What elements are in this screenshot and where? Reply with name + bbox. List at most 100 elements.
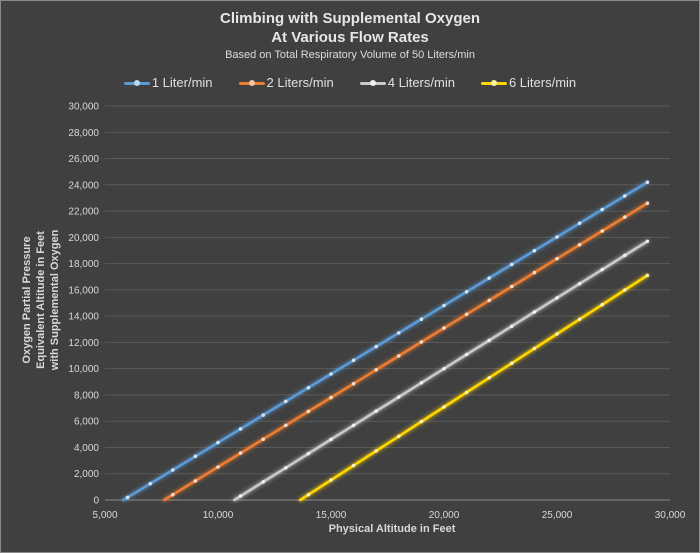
y-tick-label: 6,000 — [74, 417, 99, 428]
series-3 — [233, 239, 650, 502]
y-tick-label: 12,000 — [68, 338, 99, 349]
data-point — [510, 324, 514, 329]
legend-swatch — [480, 78, 507, 88]
y-tick-label: 20,000 — [68, 233, 99, 244]
data-point — [329, 478, 333, 482]
y-tick-label: 22,000 — [68, 207, 99, 218]
legend-item-1lpm: 1 Liter/min — [123, 75, 213, 90]
data-point — [577, 317, 582, 322]
data-point — [487, 298, 492, 303]
series-2 — [162, 201, 650, 502]
data-point — [374, 344, 379, 349]
data-point — [397, 354, 401, 358]
data-point — [148, 481, 152, 486]
y-tick-label: 10,000 — [68, 364, 99, 375]
series-4 — [298, 273, 650, 502]
x-axis-label: Physical Altitude in Feet — [329, 523, 456, 535]
data-point — [306, 385, 311, 390]
data-point — [261, 480, 266, 484]
data-point — [193, 454, 198, 459]
data-point — [645, 201, 650, 205]
y-tick-label: 2,000 — [74, 469, 99, 480]
data-point — [374, 368, 379, 372]
data-point — [306, 492, 311, 497]
x-tick-label: 20,000 — [429, 510, 460, 521]
data-point — [600, 229, 604, 233]
chart-legend: 1 Liter/min 2 Liters/min 4 Liters/min 6 … — [0, 75, 700, 90]
data-point — [238, 451, 243, 455]
data-point — [351, 381, 356, 386]
data-point — [284, 399, 288, 404]
y-axis-label-line2: Equivalent Altitude in Feet — [35, 231, 47, 369]
legend-swatch — [238, 78, 265, 88]
data-point — [510, 361, 514, 366]
data-point — [306, 409, 311, 414]
data-point — [577, 281, 582, 286]
data-point — [600, 267, 604, 272]
y-tick-label: 4,000 — [74, 443, 99, 454]
data-point — [171, 468, 175, 472]
y-tick-label: 14,000 — [68, 312, 99, 323]
data-point — [397, 395, 401, 399]
legend-label: 6 Liters/min — [508, 75, 577, 90]
data-point — [600, 207, 604, 212]
y-axis-label: Oxygen Partial Pressure Equivalent Altit… — [21, 229, 61, 371]
data-point — [623, 288, 627, 292]
gridlines — [105, 105, 670, 501]
series-line — [233, 240, 649, 502]
data-point — [216, 440, 220, 445]
data-point — [329, 395, 333, 400]
y-axis-label-line3: with Supplemental Oxygen — [49, 229, 61, 371]
data-point — [555, 235, 559, 239]
data-point — [442, 366, 446, 371]
data-point — [623, 215, 627, 219]
y-tick-label: 26,000 — [68, 154, 99, 165]
data-point — [284, 466, 288, 470]
legend-swatch — [359, 78, 386, 88]
legend-label: 4 Liters/min — [387, 75, 455, 90]
y-axis-ticks: 0 2,000 4,000 6,000 8,000 10,000 12,000 14,000 1… — [68, 102, 99, 507]
y-tick-label: 24,000 — [68, 180, 99, 191]
data-point — [419, 381, 424, 385]
data-point — [623, 253, 627, 258]
x-axis-ticks: 5,000 10,000 15,000 20,000 25,000 30,000 — [92, 510, 685, 521]
data-point — [238, 427, 243, 431]
data-point — [645, 180, 650, 184]
y-tick-label: 0 — [93, 496, 99, 507]
data-point — [284, 423, 288, 428]
data-point — [487, 376, 492, 380]
legend-label: 1 Liter/min — [151, 75, 213, 90]
data-point — [442, 303, 446, 308]
data-point — [261, 437, 266, 442]
series-line — [122, 180, 649, 502]
y-axis-label-line1: Oxygen Partial Pressure — [21, 236, 33, 363]
data-point — [442, 326, 446, 330]
data-point — [510, 284, 514, 289]
data-point — [419, 340, 424, 344]
data-point — [216, 465, 220, 469]
data-point — [397, 331, 401, 335]
data-point — [464, 390, 469, 395]
data-point — [171, 492, 175, 497]
chart-subtitle: Based on Total Respiratory Volume of 50 … — [225, 49, 475, 61]
data-point — [577, 243, 582, 247]
x-tick-label: 25,000 — [542, 510, 573, 521]
data-point — [261, 413, 266, 417]
chart-title: Climbing with Supplemental Oxygen — [219, 10, 481, 27]
data-point — [532, 248, 537, 253]
data-point — [397, 434, 401, 439]
x-tick-label: 5,000 — [92, 510, 117, 521]
chart-title-line2: At Various Flow Rates — [271, 29, 429, 46]
data-point — [510, 262, 514, 267]
y-tick-label: 16,000 — [68, 285, 99, 296]
x-tick-label: 15,000 — [316, 510, 347, 521]
series-line — [162, 201, 649, 502]
legend-item-4lpm: 4 Liters/min — [359, 75, 455, 90]
data-point — [125, 495, 130, 500]
data-point — [442, 405, 446, 409]
data-point — [329, 437, 333, 442]
data-point — [600, 302, 604, 307]
legend-item-6lpm: 6 Liters/min — [480, 75, 577, 90]
data-point — [238, 494, 243, 498]
